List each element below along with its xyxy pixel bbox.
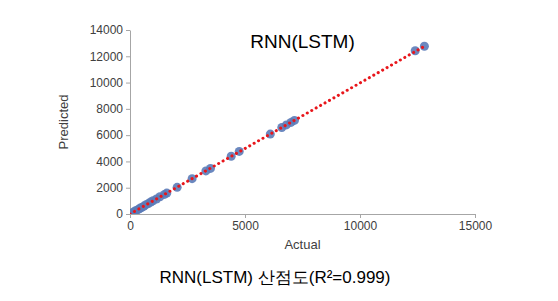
point — [420, 42, 429, 51]
axis-line — [130, 31, 131, 215]
tick-mark — [126, 161, 130, 162]
caption: RNN(LSTM) 산점도(R²=0.999) — [160, 268, 391, 287]
tick: 14000 — [90, 23, 130, 37]
tick: 10000 — [344, 214, 378, 233]
tick: 8000 — [96, 102, 130, 116]
title: RNN(LSTM) — [250, 31, 355, 52]
y-axis-title: Predicted — [56, 95, 71, 150]
tick-mark — [126, 56, 130, 57]
tick: 4000 — [96, 155, 130, 169]
tick-mark — [130, 214, 131, 218]
tick-mark — [126, 214, 130, 215]
tick-label: 15000 — [459, 219, 493, 233]
y-axis: 0 2000 4000 6000 8000 10000 12000 14000 — [90, 23, 131, 221]
tick: 12000 — [90, 50, 130, 64]
tick-label: 6000 — [96, 128, 123, 142]
tick: 10000 — [90, 76, 130, 90]
tick: 0 — [127, 214, 134, 233]
tick-mark — [475, 214, 476, 218]
tick-label: 10000 — [90, 76, 124, 90]
tick: 15000 — [459, 214, 493, 233]
tick-mark — [126, 30, 130, 31]
tick-label: 8000 — [96, 102, 123, 116]
chart: 0 5000 10000 15000 0 2000 4000 6000 8000 10000 120… — [0, 0, 558, 301]
tick-mark — [126, 188, 130, 189]
tick-label: 4000 — [96, 155, 123, 169]
tick-label: 10000 — [344, 219, 378, 233]
tick: 6000 — [96, 128, 130, 142]
plot-area — [130, 42, 429, 214]
x-axis-title: Actual — [284, 237, 320, 252]
tick-label: 0 — [127, 219, 134, 233]
tick: 5000 — [232, 214, 259, 233]
tick-label: 12000 — [90, 50, 124, 64]
tick-mark — [126, 135, 130, 136]
tick: 2000 — [96, 181, 130, 195]
tick-mark — [360, 214, 361, 218]
tick-label: 0 — [116, 207, 123, 221]
tick-label: 14000 — [90, 23, 124, 37]
tick: 0 — [116, 207, 130, 221]
axis-line — [131, 214, 476, 215]
tick-label: 2000 — [96, 181, 123, 195]
tick-mark — [126, 83, 130, 84]
point — [266, 130, 275, 139]
x-axis: 0 5000 10000 15000 — [127, 214, 492, 233]
tick-label: 5000 — [232, 219, 259, 233]
tick-mark — [245, 214, 246, 218]
tick-mark — [126, 109, 130, 110]
trend-line — [130, 46, 424, 214]
